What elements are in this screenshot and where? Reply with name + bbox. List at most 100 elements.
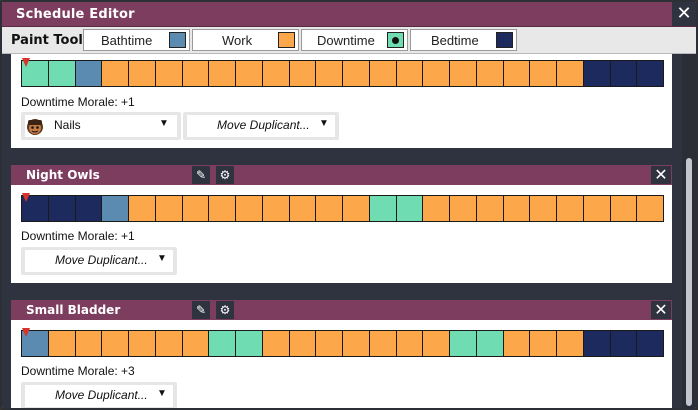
schedules-list[interactable]: Downtime Morale: +1 Nails ▼ Move Duplica… <box>2 54 682 408</box>
schedule-block[interactable] <box>48 196 75 221</box>
gear-icon: ⚙ <box>219 168 231 182</box>
schedule-block[interactable] <box>182 196 209 221</box>
window-close-button[interactable]: ✕ <box>672 2 696 26</box>
schedule-block[interactable] <box>450 331 476 356</box>
schedule-block[interactable] <box>583 331 610 356</box>
schedule-block[interactable] <box>503 196 530 221</box>
edit-name-button[interactable]: ✎ <box>192 166 210 184</box>
schedule-block[interactable] <box>343 196 369 221</box>
schedule-block[interactable] <box>236 61 262 86</box>
schedule-block[interactable] <box>583 196 610 221</box>
paint-tool-bathtime[interactable]: Bathtime <box>83 29 190 51</box>
schedule-block[interactable] <box>396 61 423 86</box>
schedule-block[interactable] <box>423 61 449 86</box>
schedule-block[interactable] <box>369 331 396 356</box>
schedule-blocks[interactable] <box>21 330 664 357</box>
schedule-block[interactable] <box>530 331 556 356</box>
schedule-block[interactable] <box>423 196 449 221</box>
schedule-settings-button[interactable]: ⚙ <box>216 301 234 319</box>
edit-name-button[interactable]: ✎ <box>192 301 210 319</box>
schedule-settings-button[interactable]: ⚙ <box>216 166 234 184</box>
schedule-block[interactable] <box>48 61 75 86</box>
schedule-block[interactable] <box>503 331 530 356</box>
schedule-block[interactable] <box>423 331 449 356</box>
schedule-block[interactable] <box>610 331 637 356</box>
schedule-block[interactable] <box>236 196 262 221</box>
move-duplicant-dropdown[interactable]: Move Duplicant... ▼ <box>21 247 177 275</box>
dropdown-field <box>25 250 173 272</box>
schedule-block[interactable] <box>316 196 342 221</box>
schedule-block[interactable] <box>530 196 556 221</box>
selected-tool-dot-icon <box>392 37 399 44</box>
scrollbar[interactable] <box>682 54 696 408</box>
schedule-block[interactable] <box>209 331 235 356</box>
schedule-block[interactable] <box>48 331 75 356</box>
paint-tool-name: Bathtime <box>101 33 153 48</box>
schedule-block[interactable] <box>75 331 102 356</box>
schedule-block[interactable] <box>182 61 209 86</box>
schedule-block[interactable] <box>316 61 342 86</box>
schedule-block[interactable] <box>476 331 503 356</box>
schedule-block[interactable] <box>102 61 128 86</box>
schedule-block[interactable] <box>155 61 182 86</box>
schedule-block[interactable] <box>289 331 316 356</box>
schedule-blocks[interactable] <box>21 60 664 87</box>
schedule-block[interactable] <box>637 331 663 356</box>
schedule-block[interactable] <box>369 61 396 86</box>
schedule-block[interactable] <box>236 331 262 356</box>
paint-tool-name: Work <box>222 33 253 48</box>
schedule-block[interactable] <box>557 196 583 221</box>
schedule-block[interactable] <box>155 196 182 221</box>
schedule-block[interactable] <box>476 61 503 86</box>
schedule-block[interactable] <box>129 61 155 86</box>
schedule-block[interactable] <box>102 331 128 356</box>
scrollbar-thumb[interactable] <box>686 158 692 406</box>
schedule-block[interactable] <box>262 331 289 356</box>
schedule-block[interactable] <box>262 196 289 221</box>
schedule-block[interactable] <box>450 61 476 86</box>
delete-schedule-button[interactable]: ✕ <box>651 301 671 319</box>
paint-tool-work[interactable]: Work <box>192 29 299 51</box>
move-duplicant-dropdown[interactable]: Move Duplicant... ▼ <box>21 382 177 408</box>
schedule-block[interactable] <box>369 196 396 221</box>
paint-tool-downtime[interactable]: Downtime <box>301 29 408 51</box>
schedule-blocks[interactable] <box>21 195 664 222</box>
schedule-block[interactable] <box>209 196 235 221</box>
schedule-block[interactable] <box>289 61 316 86</box>
schedule-block[interactable] <box>343 331 369 356</box>
schedule-block[interactable] <box>476 196 503 221</box>
schedule-block[interactable] <box>343 61 369 86</box>
schedule-block[interactable] <box>557 331 583 356</box>
schedule-block[interactable] <box>75 61 102 86</box>
schedule-block[interactable] <box>557 61 583 86</box>
downtime-morale: Downtime Morale: +3 <box>21 364 135 378</box>
schedule-block[interactable] <box>610 196 637 221</box>
schedule-card-small-bladder: Small Bladder ✎ ⚙ ✕ Downtime Morale: +3 … <box>11 300 672 408</box>
schedule-block[interactable] <box>583 61 610 86</box>
schedule-card-night-owls: Night Owls ✎ ⚙ ✕ Downtime Morale: +1 Mov… <box>11 165 672 283</box>
gear-icon: ⚙ <box>219 303 231 317</box>
downtime-morale: Downtime Morale: +1 <box>21 95 135 109</box>
schedule-block[interactable] <box>503 61 530 86</box>
schedule-block[interactable] <box>610 61 637 86</box>
schedule-block[interactable] <box>102 196 128 221</box>
schedule-block[interactable] <box>396 331 423 356</box>
schedule-block[interactable] <box>450 196 476 221</box>
schedule-block[interactable] <box>316 331 342 356</box>
schedule-block[interactable] <box>637 61 663 86</box>
schedule-block[interactable] <box>396 196 423 221</box>
schedule-block[interactable] <box>182 331 209 356</box>
schedule-block[interactable] <box>289 196 316 221</box>
schedule-block[interactable] <box>530 61 556 86</box>
schedule-block[interactable] <box>129 331 155 356</box>
move-duplicant-dropdown[interactable]: Move Duplicant... ▼ <box>183 112 339 140</box>
schedule-block[interactable] <box>129 196 155 221</box>
schedule-block[interactable] <box>637 196 663 221</box>
paint-tool-bedtime[interactable]: Bedtime <box>410 29 517 51</box>
delete-schedule-button[interactable]: ✕ <box>651 166 671 184</box>
schedule-block[interactable] <box>262 61 289 86</box>
schedule-block[interactable] <box>155 331 182 356</box>
schedule-block[interactable] <box>209 61 235 86</box>
assigned-duplicant-dropdown[interactable]: Nails ▼ <box>21 112 181 140</box>
schedule-block[interactable] <box>75 196 102 221</box>
